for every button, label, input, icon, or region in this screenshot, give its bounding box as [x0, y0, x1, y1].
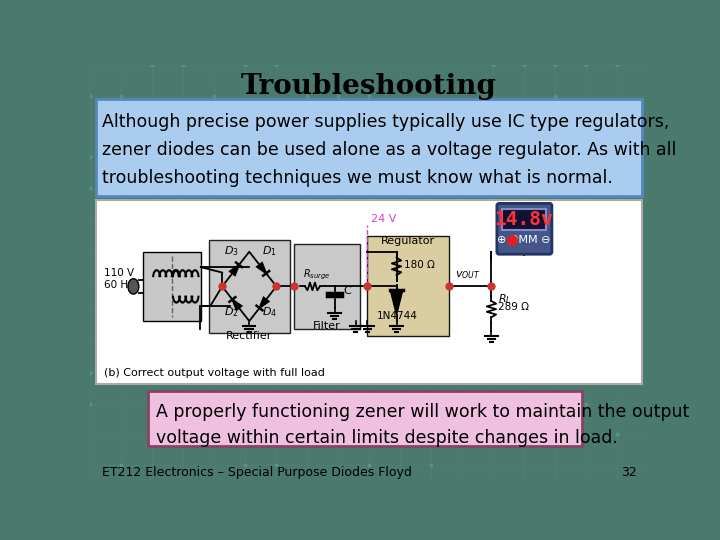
Text: zener diodes can be used alone as a voltage regulator. As with all: zener diodes can be used alone as a volt…	[102, 141, 677, 159]
Text: 180 Ω: 180 Ω	[404, 260, 435, 270]
Text: Filter: Filter	[313, 321, 341, 331]
FancyBboxPatch shape	[497, 204, 552, 254]
Bar	[148, 390, 582, 446]
Text: 289 Ω: 289 Ω	[498, 301, 528, 312]
Bar	[96, 200, 642, 384]
Text: ET212 Electronics – Special Purpose Diodes Floyd: ET212 Electronics – Special Purpose Diod…	[102, 467, 412, 480]
Text: Although precise power supplies typically use IC type regulators,: Although precise power supplies typicall…	[102, 113, 670, 131]
Text: 14.8v: 14.8v	[495, 210, 554, 229]
Text: 24 V: 24 V	[371, 214, 396, 225]
Text: $D_4$: $D_4$	[261, 306, 276, 320]
Text: C: C	[344, 286, 351, 296]
Text: troubleshooting techniques we must know what is normal.: troubleshooting techniques we must know …	[102, 168, 613, 187]
Text: $D_1$: $D_1$	[261, 244, 276, 258]
Polygon shape	[259, 298, 269, 308]
Bar	[143, 252, 201, 321]
Text: 110 V: 110 V	[104, 268, 134, 278]
Bar	[209, 240, 290, 333]
Text: 60 Hz: 60 Hz	[104, 280, 134, 290]
Text: Rectifier: Rectifier	[226, 331, 272, 341]
Text: $D_3$: $D_3$	[225, 244, 239, 258]
Polygon shape	[233, 300, 242, 310]
Ellipse shape	[128, 279, 139, 294]
Text: (b) Correct output voltage with full load: (b) Correct output voltage with full loa…	[104, 368, 325, 378]
Polygon shape	[257, 263, 266, 273]
Bar	[503, 209, 546, 231]
Text: voltage within certain limits despite changes in load.: voltage within certain limits despite ch…	[156, 429, 618, 447]
Polygon shape	[230, 265, 239, 275]
Bar	[96, 99, 642, 195]
Text: $v_{OUT}$: $v_{OUT}$	[455, 269, 481, 281]
Text: $R_L$: $R_L$	[498, 292, 511, 306]
Bar	[294, 244, 360, 329]
Text: Troubleshooting: Troubleshooting	[241, 73, 497, 100]
Text: ⊕ DMM ⊖: ⊕ DMM ⊖	[498, 235, 551, 245]
Text: 32: 32	[621, 467, 636, 480]
Text: $D_2$: $D_2$	[225, 306, 239, 320]
Text: A properly functioning zener will work to maintain the output: A properly functioning zener will work t…	[156, 403, 689, 421]
Text: Regulator: Regulator	[381, 236, 435, 246]
Text: 1N4744: 1N4744	[377, 310, 418, 321]
Text: $R_{surge}$: $R_{surge}$	[303, 267, 330, 282]
Polygon shape	[390, 291, 402, 315]
Bar	[367, 237, 449, 336]
